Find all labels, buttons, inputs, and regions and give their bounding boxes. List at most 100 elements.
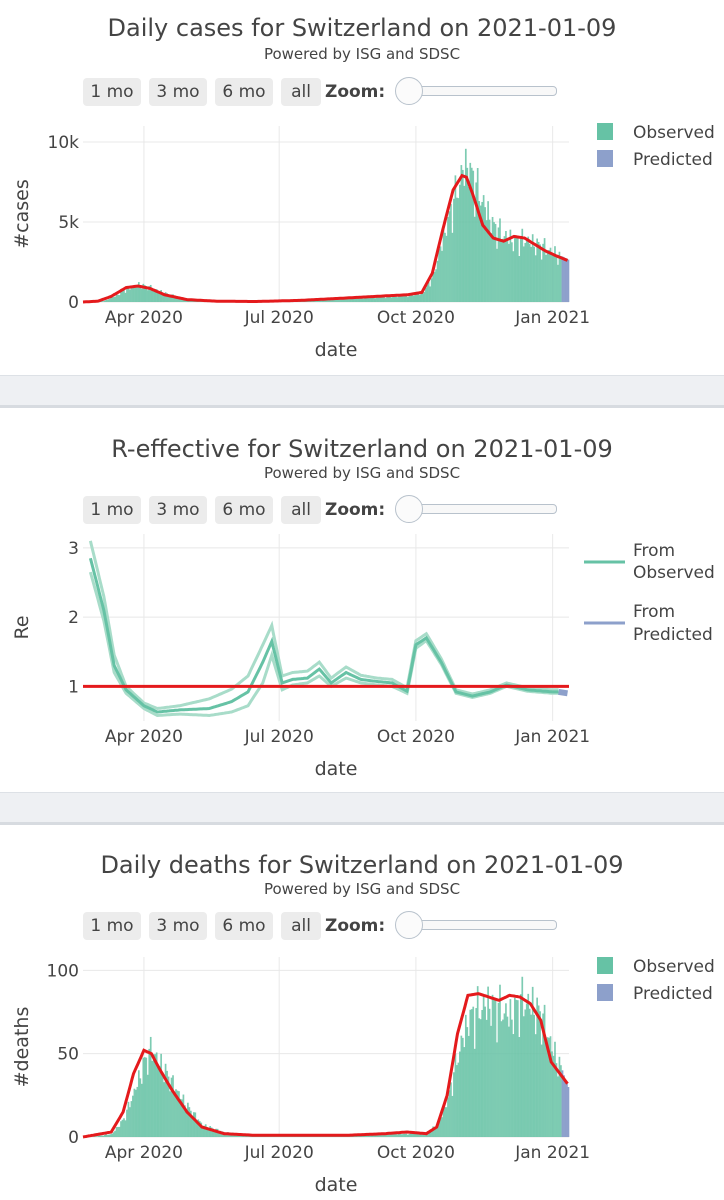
observed-bar [430,278,433,302]
range-3mo-button[interactable]: 3 mo [149,912,207,940]
observed-bar [343,297,345,302]
observed-bar [368,298,371,302]
observed-bar [140,1083,143,1137]
observed-bar [514,997,516,1137]
range-1mo-button[interactable]: 1 mo [83,78,141,106]
observed-bar [527,993,530,1137]
range-3mo-button[interactable]: 3 mo [149,78,207,106]
observed-bar [398,295,400,302]
legend-observed-swatch [597,957,613,974]
observed-bar [522,1016,525,1137]
observed-bar [433,271,436,302]
observed-bar [173,296,176,302]
zoom-slider-knob[interactable] [395,495,423,523]
range-all-button[interactable]: all [281,496,321,524]
observed-bar [129,1107,131,1137]
observed-bar [139,1078,142,1137]
observed-bar [209,1126,212,1137]
observed-bar [494,223,497,302]
observed-bar [133,1088,136,1137]
zoom-slider-knob[interactable] [395,911,423,939]
range-1mo-button[interactable]: 1 mo [83,912,141,940]
legend-predicted-swatch [597,984,613,1001]
observed-bar [142,1057,145,1137]
observed-bar [415,1132,418,1137]
range-6mo-button[interactable]: 6 mo [215,78,273,106]
observed-bar [490,233,492,302]
observed-bar [487,201,489,302]
observed-bar [126,1109,128,1137]
zoom-slider-knob[interactable] [395,77,423,105]
predicted-bar [564,258,567,302]
observed-bar [384,1134,387,1137]
legend-predicted-swatch [597,150,613,167]
range-all-button[interactable]: all [281,912,321,940]
observed-bar [181,298,183,302]
observed-bar [537,1005,540,1137]
observed-bar [154,1054,157,1137]
cases-subtitle: Powered by ISG and SDSC [263,45,461,63]
y-axis-title: #deaths [11,1007,33,1088]
observed-bar [423,292,426,302]
observed-bar [542,1013,544,1137]
observed-bar [424,287,427,302]
observed-bar [545,254,547,302]
range-all-button[interactable]: all [281,78,321,106]
observed-bar [341,298,344,302]
range-3mo-button[interactable]: 3 mo [149,496,207,524]
observed-bar [377,297,379,302]
observed-bar [485,1019,488,1137]
observed-bar [179,1098,182,1137]
observed-bar [472,1006,475,1137]
observed-bar [560,1065,562,1137]
observed-bar [515,999,518,1137]
observed-bar [124,292,127,302]
observed-bar [130,1101,133,1137]
observed-bar [169,1091,171,1137]
x-tick-label: Jan 2021 [514,308,590,328]
range-6mo-button[interactable]: 6 mo [215,496,273,524]
observed-bar [106,299,109,302]
observed-bar [337,298,339,302]
observed-bar [365,296,368,302]
observed-bar [120,1121,122,1137]
observed-bar [108,299,110,302]
observed-bar [509,999,512,1137]
observed-bar [459,184,461,302]
y-axis-title: Re [11,615,33,639]
observed-bar [139,286,142,302]
observed-bar [429,1132,431,1137]
observed-bar [456,1065,458,1137]
observed-bar [453,198,455,302]
observed-bar [360,297,363,302]
observed-bar [146,290,149,302]
observed-bar [516,1000,519,1137]
observed-bar [102,1135,105,1137]
observed-bar [176,296,179,302]
observed-bar [328,298,330,302]
observed-bar [135,286,137,302]
observed-bar [185,1110,188,1137]
observed-bar [192,1112,195,1137]
observed-bar [163,294,165,302]
range-1mo-button[interactable]: 1 mo [83,496,141,524]
observed-bar [499,984,501,1137]
x-tick-label: Apr 2020 [105,308,183,328]
observed-bar [404,295,406,302]
observed-bar [558,251,561,302]
range-6mo-button[interactable]: 6 mo [215,912,273,940]
observed-bar [404,1133,406,1137]
zoom-label: Zoom: [325,500,386,520]
observed-bar [201,1126,204,1137]
observed-bar [387,295,390,302]
smoothed-line [82,992,569,1139]
observed-bar [467,186,470,302]
observed-bar [352,298,354,302]
observed-bar [408,1133,411,1137]
observed-bar [496,1042,498,1137]
observed-bar [433,1127,436,1137]
observed-bar [557,264,559,302]
observed-bar [178,1091,180,1137]
observed-bar [482,995,485,1137]
observed-bar [448,211,451,302]
